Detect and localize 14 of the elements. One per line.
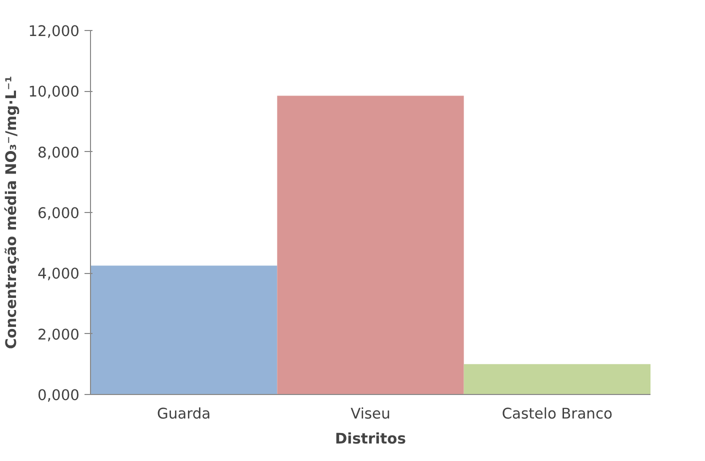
y-tick-label: 4,000 (38, 266, 80, 283)
x-tick-label: Castelo Branco (502, 406, 613, 422)
y-axis-title: Concentração média NO₃⁻/mg·L⁻¹ (3, 76, 20, 349)
y-tick-label: 12,000 (28, 23, 80, 40)
y-tick-label: 8,000 (38, 144, 80, 162)
x-axis-title: Distritos (335, 430, 406, 448)
bar (90, 266, 278, 394)
y-tick-label: 10,000 (28, 84, 80, 101)
bar (464, 364, 650, 394)
y-tick-label: 2,000 (38, 326, 80, 344)
y-tick-label: 6,000 (38, 205, 80, 222)
x-tick-label: Viseu (350, 406, 390, 422)
x-tick-label: Guarda (156, 406, 211, 422)
y-tick-label: 0,000 (38, 387, 80, 404)
